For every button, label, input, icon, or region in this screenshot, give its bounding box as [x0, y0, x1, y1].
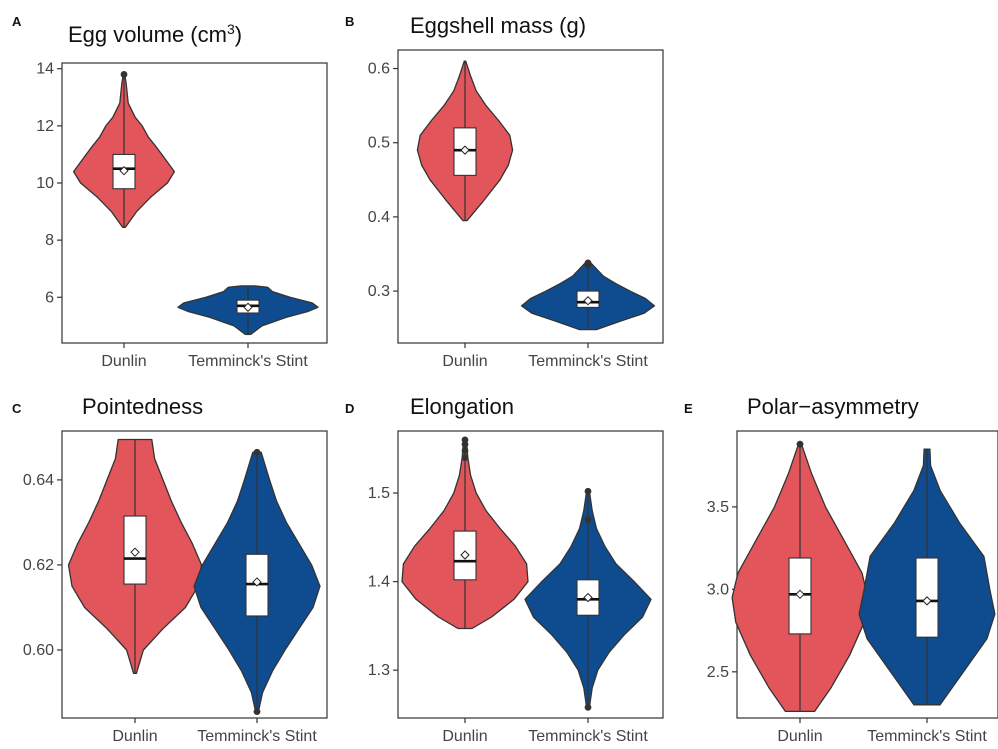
mean-marker: [583, 592, 593, 603]
y-tick-label: 1.3: [368, 662, 390, 679]
mean-marker: [252, 577, 262, 587]
panel-title: Egg volume (cm3): [68, 21, 242, 47]
mean-marker: [119, 166, 129, 176]
y-tick-label: 14: [36, 61, 54, 78]
x-category-label: Dunlin: [777, 728, 822, 745]
violin-dunlin: [401, 436, 529, 630]
y-tick-label: 0.4: [368, 209, 390, 226]
y-tick-label: 0.60: [23, 642, 54, 659]
panel-letter: B: [345, 14, 354, 29]
mean-marker: [795, 589, 805, 600]
panel-title: Pointedness: [82, 394, 203, 419]
y-tick-label: 6: [45, 289, 54, 306]
outlier-point: [584, 703, 592, 711]
y-tick-label: 2.5: [707, 664, 729, 681]
y-tick-label: 0.6: [368, 61, 390, 78]
x-category-label: Temminck's Stint: [188, 353, 308, 370]
panel-c: C Pointedness 0.60 0.62 0.64 Dunlin Temminck's…: [12, 394, 328, 745]
violin-dunlin: [67, 438, 203, 675]
x-category-label: Dunlin: [442, 353, 487, 370]
x-category-label: Temminck's Stint: [528, 353, 648, 370]
mean-marker: [243, 302, 253, 312]
plot-frame: [397, 430, 664, 719]
panel-title: Elongation: [410, 394, 514, 419]
outlier-point: [253, 448, 261, 456]
mean-marker: [130, 547, 140, 557]
y-tick-label: 0.3: [368, 283, 390, 300]
panel-d: D Elongation 1.3 1.4 1.5 Dunlin Temminck's Sti…: [345, 394, 664, 745]
y-tick-label: 10: [36, 175, 54, 192]
x-category-label: Temminck's Stint: [197, 728, 317, 745]
panel-a: A Egg volume (cm3) 6 8 10 12 14 Dunlin Temminck'…: [12, 14, 328, 370]
violin-dunlin: [72, 71, 176, 228]
y-tick-label: 12: [36, 118, 54, 135]
x-category-label: Temminck's Stint: [867, 728, 987, 745]
y-tick-label: 0.62: [23, 557, 54, 574]
violin-dunlin: [731, 440, 869, 713]
panel-e: E Polar−asymmetry 2.5 3.0 3.5 Dunlin Temminck'…: [684, 394, 998, 745]
panel-letter: C: [12, 401, 22, 416]
outlier-point: [461, 447, 469, 454]
outlier-point: [584, 259, 592, 267]
violin-temminck-s-stint: [520, 259, 656, 331]
panel-letter: D: [345, 401, 354, 416]
y-tick-label: 0.5: [368, 135, 390, 152]
outlier-point: [461, 436, 469, 444]
panel-letter: A: [12, 14, 22, 29]
violin-temminck-s-stint: [524, 487, 652, 711]
mean-marker: [460, 550, 470, 560]
panel-b: B Eggshell mass (g) 0.3 0.4 0.5 0.6 Dunlin Temm…: [345, 13, 664, 370]
y-tick-label: 3.0: [707, 581, 729, 598]
mean-marker: [922, 596, 932, 606]
y-tick-label: 3.5: [707, 499, 729, 516]
violin-temminck-s-stint: [858, 448, 996, 706]
outlier-point: [253, 708, 261, 716]
x-category-label: Dunlin: [101, 353, 146, 370]
y-tick-label: 0.64: [23, 472, 54, 489]
y-tick-label: 1.4: [368, 574, 390, 591]
plot-frame: [61, 430, 328, 719]
y-tick-label: 8: [45, 232, 54, 249]
outlier-point: [461, 454, 469, 461]
x-category-label: Dunlin: [442, 728, 487, 745]
outlier-point: [796, 440, 804, 448]
outlier-point: [584, 516, 592, 523]
outlier-point: [120, 71, 128, 78]
violin-dunlin: [416, 60, 514, 222]
x-category-label: Temminck's Stint: [528, 728, 648, 745]
mean-marker: [460, 145, 470, 155]
plot-frame: [61, 62, 328, 344]
y-tick-label: 1.5: [368, 485, 390, 502]
panel-letter: E: [684, 401, 693, 416]
plot-frame: [397, 49, 664, 344]
panel-title: Eggshell mass (g): [410, 13, 586, 38]
panel-title: Polar−asymmetry: [747, 394, 919, 419]
mean-marker: [583, 296, 593, 306]
x-category-label: Dunlin: [112, 728, 157, 745]
outlier-point: [584, 487, 592, 495]
violin-temminck-s-stint: [193, 448, 321, 716]
violin-temminck-s-stint: [177, 285, 319, 336]
